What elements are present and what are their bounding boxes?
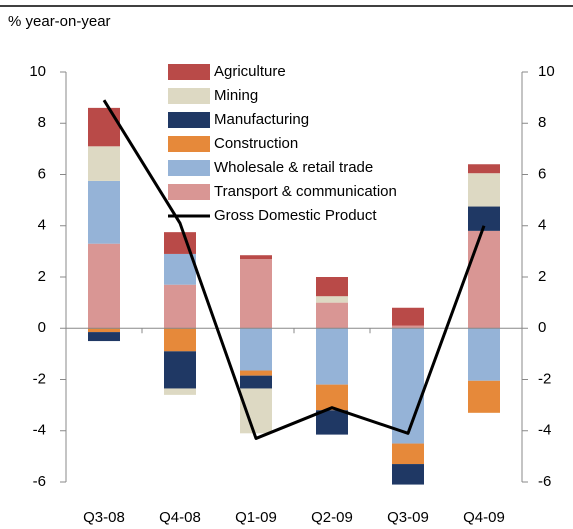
bar-segment (392, 443, 424, 465)
bar-segment (468, 230, 500, 329)
legend-label: Wholesale & retail trade (214, 159, 373, 176)
bar-segment (88, 243, 120, 329)
x-tick-label: Q4-08 (159, 509, 201, 526)
bar-segment (316, 384, 348, 411)
y2-tick-label: 2 (538, 268, 546, 285)
bar-segment (392, 328, 424, 444)
legend-label: Agriculture (214, 63, 286, 80)
bar-segment (392, 307, 424, 326)
bar-segment (88, 107, 120, 147)
y-tick-label: 2 (38, 268, 46, 285)
bar-segment (240, 259, 272, 329)
bar-segment (164, 328, 196, 352)
y2-tick-label: 6 (538, 165, 546, 182)
legend-label: Transport & communication (214, 183, 397, 200)
x-tick-label: Q4-09 (463, 509, 505, 526)
bar-segment (164, 351, 196, 389)
chart-subtitle: % year-on-year (8, 13, 111, 30)
bar-segment (88, 180, 120, 244)
legend-label: Gross Domestic Product (214, 207, 377, 224)
bar-segment (316, 410, 348, 435)
legend-label: Construction (214, 135, 298, 152)
line-series (102, 99, 486, 440)
y-tick-label: 4 (38, 217, 46, 234)
y-tick-label: 10 (29, 63, 46, 80)
bar-segment (88, 332, 120, 342)
x-tick-label: Q3-09 (387, 509, 429, 526)
legend-swatch (168, 88, 210, 104)
y-tick-label: -2 (33, 370, 46, 387)
bar-segment (240, 328, 272, 371)
bar-segment (240, 255, 272, 260)
y2-tick-label: 0 (538, 319, 546, 336)
y-tick-label: 6 (38, 165, 46, 182)
bar-segment (88, 328, 120, 333)
bar-segment (316, 277, 348, 297)
y2-tick-label: 8 (538, 114, 546, 131)
bar-segment (240, 370, 272, 376)
y-tick-label: 8 (38, 114, 46, 131)
bar-segment (164, 388, 196, 395)
bar-segment (316, 328, 348, 385)
y-tick-label: -6 (33, 473, 46, 490)
y2-tick-label: 10 (538, 63, 555, 80)
legend-label: Mining (214, 87, 258, 104)
bar-segment (468, 380, 500, 413)
y-tick-label: -4 (33, 422, 46, 439)
y-tick-label: 0 (38, 319, 46, 336)
bar-segment (392, 464, 424, 485)
legend-swatch (168, 64, 210, 80)
y2-tick-label: -4 (538, 422, 551, 439)
bar-segment (316, 302, 348, 329)
x-tick-label: Q1-09 (235, 509, 277, 526)
legend-label: Manufacturing (214, 111, 309, 128)
y2-tick-label: 4 (538, 217, 546, 234)
bar-segment (468, 328, 500, 381)
bar-segment (468, 173, 500, 207)
legend-swatch (168, 112, 210, 128)
x-tick-label: Q3-08 (83, 509, 125, 526)
y2-tick-label: -2 (538, 370, 551, 387)
legend-swatch (168, 160, 210, 176)
bar-segment (316, 296, 348, 303)
bar-segment (164, 284, 196, 329)
x-tick-label: Q2-09 (311, 509, 353, 526)
bar-segment (88, 146, 120, 181)
bar-segment (468, 164, 500, 174)
bar-segment (240, 375, 272, 389)
legend-swatch (168, 184, 210, 200)
legend-swatch (168, 136, 210, 152)
bar-segment (392, 325, 424, 329)
bar-segment (164, 253, 196, 285)
y2-tick-label: -6 (538, 473, 551, 490)
